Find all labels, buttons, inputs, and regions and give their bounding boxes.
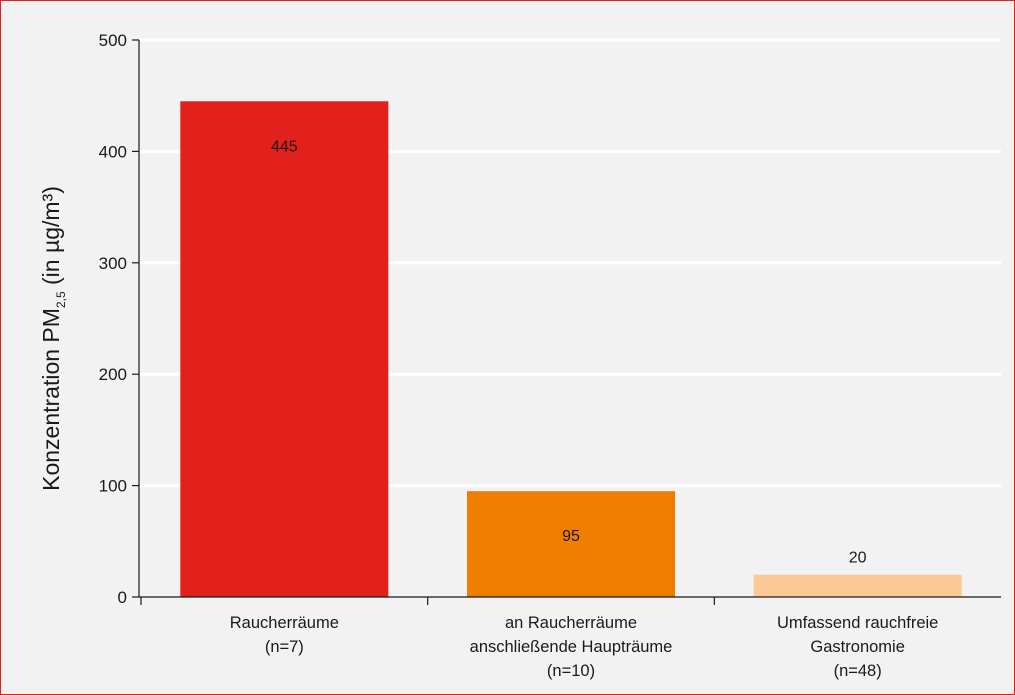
axes: [138, 40, 1001, 598]
y-tick-label: 100: [99, 477, 127, 496]
x-category-label: Gastronomie: [810, 638, 904, 656]
data-label: 445: [271, 138, 298, 155]
y-axis-title: Konzentration PM2,5 (in µg/m³): [38, 186, 68, 491]
x-category-label: an Raucherräume: [505, 614, 637, 632]
y-tick-label: 400: [99, 142, 127, 161]
x-category-label: anschließende Haupträume: [470, 638, 673, 656]
x-category-labels: Raucherräume (n=7) an Raucherräume anschlie…: [230, 614, 939, 680]
y-tick-label: 500: [99, 31, 127, 50]
bar: [467, 491, 675, 597]
y-tick-label: 200: [99, 365, 127, 384]
x-category-label: Umfassend rauchfreie: [777, 614, 938, 632]
x-category-label: (n=10): [547, 662, 595, 680]
x-category-label: Raucherräume: [230, 614, 339, 632]
data-label: 20: [849, 550, 867, 567]
y-tick-label: 0: [118, 588, 127, 607]
data-labels: 445 95 20: [271, 138, 867, 566]
y-ticks: 0 100 200 300 400 500: [99, 31, 715, 607]
x-category-label: (n=48): [834, 662, 882, 680]
bars: [180, 101, 962, 598]
bar: [753, 574, 962, 597]
y-axis-title-main: Konzentration PM: [38, 308, 64, 491]
data-label: 95: [562, 528, 580, 545]
bar: [180, 101, 389, 598]
y-axis-title-suffix: (in µg/m³): [38, 186, 64, 291]
x-category-label: (n=7): [265, 638, 304, 656]
y-tick-label: 300: [99, 254, 127, 273]
y-axis-title-subscript: 2,5: [54, 291, 68, 308]
